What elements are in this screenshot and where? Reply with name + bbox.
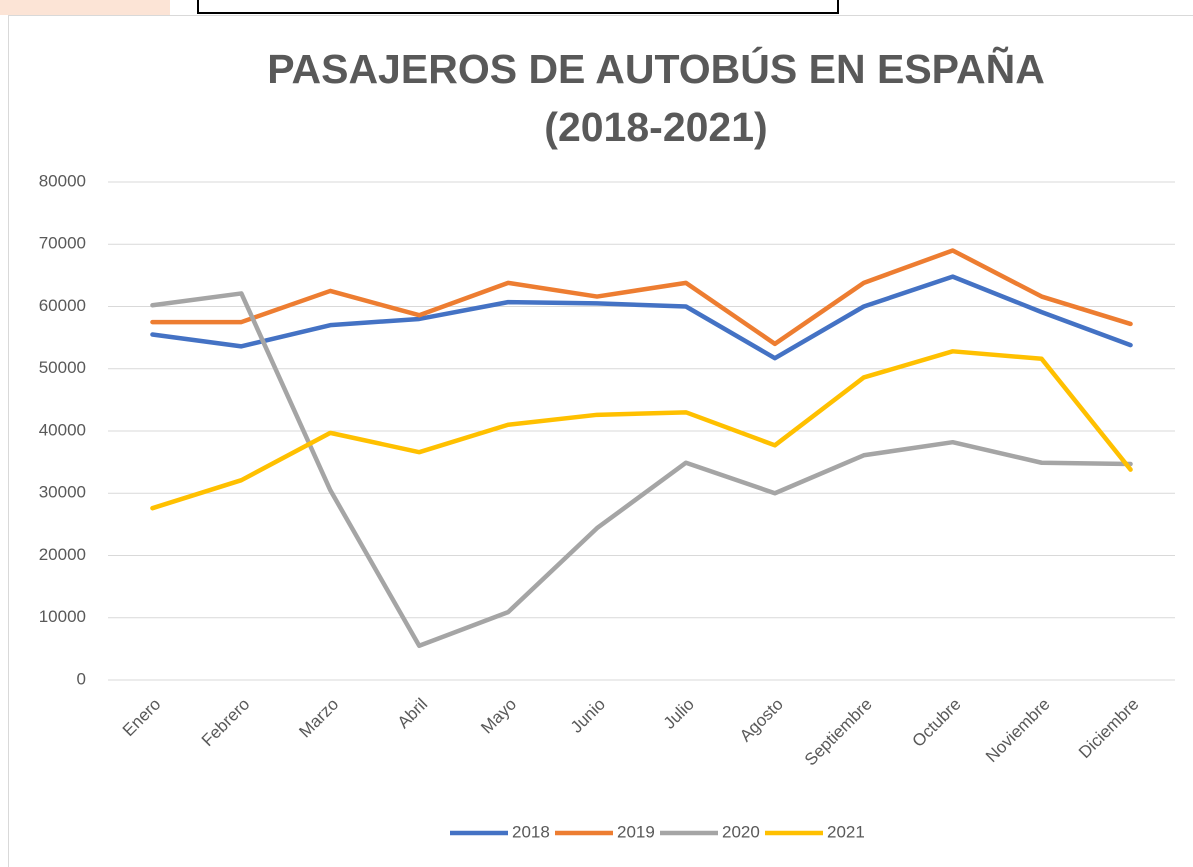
series-line xyxy=(150,349,1133,511)
series-line xyxy=(150,248,1133,347)
y-tick-label: 30000 xyxy=(39,483,86,502)
chart-area xyxy=(8,15,1193,867)
legend-label: 2018 xyxy=(512,822,550,841)
series-line xyxy=(150,291,1133,649)
legend-label: 2020 xyxy=(722,822,760,841)
legend-label: 2021 xyxy=(827,822,865,841)
legend-label: 2019 xyxy=(617,822,655,841)
cell-border xyxy=(197,0,839,14)
y-tick-label: 80000 xyxy=(39,171,86,190)
y-tick-label: 60000 xyxy=(39,296,86,315)
y-tick-label: 0 xyxy=(77,669,86,688)
cell-highlight xyxy=(0,0,170,15)
y-tick-label: 20000 xyxy=(39,545,86,564)
y-tick-label: 10000 xyxy=(39,607,86,626)
y-tick-label: 70000 xyxy=(39,234,86,253)
y-tick-label: 40000 xyxy=(39,420,86,439)
y-tick-label: 50000 xyxy=(39,358,86,377)
chart-title: PASAJEROS DE AUTOBÚS EN ESPAÑA (2018-202… xyxy=(267,46,1045,150)
series-line xyxy=(150,274,1133,361)
